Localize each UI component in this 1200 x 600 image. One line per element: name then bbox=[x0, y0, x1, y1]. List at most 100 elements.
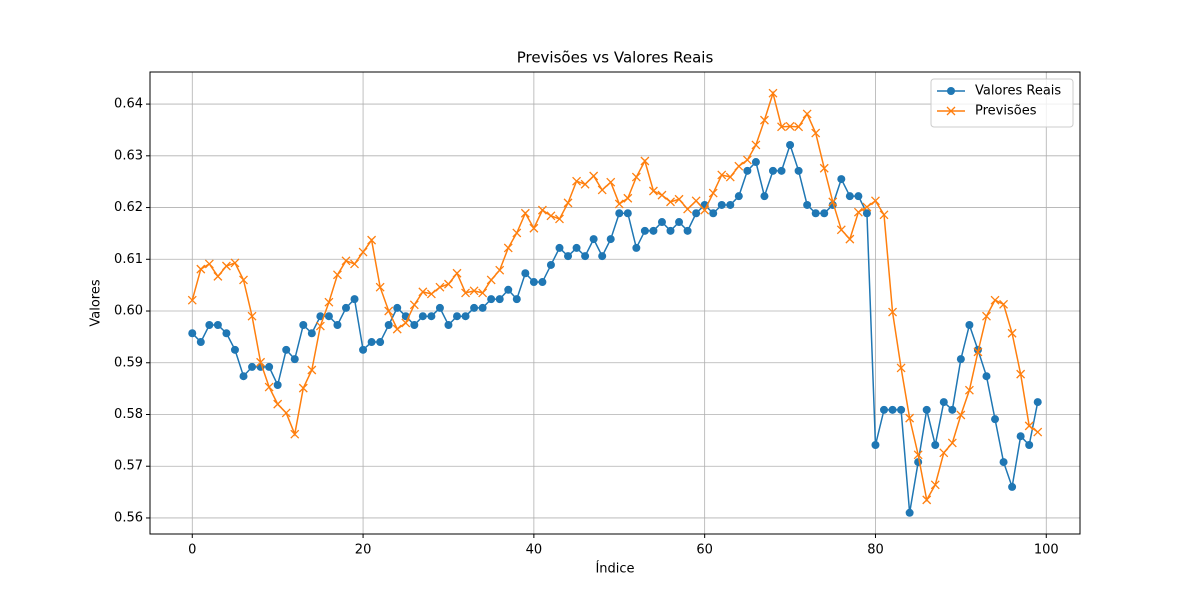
marker bbox=[1016, 432, 1025, 441]
marker bbox=[597, 185, 607, 195]
marker bbox=[939, 448, 949, 458]
marker bbox=[376, 338, 385, 347]
y-tick-label: 0.57 bbox=[114, 459, 143, 474]
marker bbox=[794, 122, 804, 132]
marker bbox=[392, 324, 402, 334]
marker bbox=[341, 256, 351, 266]
marker bbox=[777, 166, 786, 175]
legend-label: Valores Reais bbox=[975, 84, 1061, 99]
y-tick-label: 0.63 bbox=[114, 148, 143, 163]
plot-frame bbox=[149, 71, 1081, 535]
x-tick-label: 60 bbox=[696, 543, 713, 558]
marker bbox=[409, 300, 419, 310]
marker bbox=[683, 226, 692, 235]
marker bbox=[777, 122, 786, 132]
series-line bbox=[191, 142, 1039, 513]
marker bbox=[734, 192, 743, 201]
marker bbox=[888, 405, 897, 414]
marker bbox=[239, 275, 248, 285]
marker bbox=[905, 413, 915, 423]
marker bbox=[862, 202, 872, 212]
marker bbox=[862, 209, 871, 218]
marker bbox=[845, 234, 855, 244]
marker bbox=[965, 320, 974, 329]
marker bbox=[623, 193, 633, 203]
x-tick-label: 0 bbox=[188, 543, 196, 558]
marker bbox=[435, 303, 444, 312]
marker bbox=[520, 208, 530, 218]
marker bbox=[853, 207, 863, 217]
marker bbox=[290, 429, 300, 439]
marker bbox=[393, 303, 402, 312]
marker bbox=[631, 172, 641, 182]
marker bbox=[999, 299, 1009, 309]
marker bbox=[538, 278, 547, 287]
marker bbox=[273, 381, 282, 390]
marker bbox=[504, 285, 513, 294]
marker bbox=[256, 357, 266, 367]
marker bbox=[785, 121, 795, 131]
marker bbox=[222, 329, 231, 338]
marker bbox=[486, 275, 496, 285]
marker bbox=[324, 297, 334, 307]
y-tick-label: 0.61 bbox=[114, 252, 143, 267]
y-tick-label: 0.62 bbox=[114, 200, 143, 215]
marker bbox=[930, 480, 940, 490]
marker bbox=[426, 289, 436, 299]
marker bbox=[572, 176, 582, 186]
legend-label: Previsões bbox=[975, 104, 1037, 119]
marker bbox=[991, 415, 1000, 424]
marker bbox=[914, 458, 923, 467]
marker bbox=[537, 205, 547, 215]
marker bbox=[546, 260, 555, 269]
marker bbox=[999, 458, 1008, 467]
marker bbox=[1033, 427, 1043, 437]
marker bbox=[640, 156, 650, 166]
marker bbox=[802, 109, 812, 119]
marker bbox=[367, 338, 376, 347]
marker bbox=[931, 441, 940, 450]
marker bbox=[529, 223, 539, 233]
marker bbox=[948, 405, 957, 414]
marker bbox=[512, 228, 522, 238]
chart-title: Previsões vs Valores Reais bbox=[517, 49, 714, 67]
marker bbox=[743, 166, 752, 175]
marker bbox=[204, 259, 214, 269]
marker bbox=[614, 199, 624, 209]
legend-box bbox=[930, 78, 1074, 128]
marker bbox=[632, 243, 641, 252]
marker bbox=[350, 259, 359, 269]
marker bbox=[897, 405, 906, 414]
marker bbox=[768, 88, 778, 98]
marker bbox=[230, 258, 240, 268]
marker bbox=[982, 372, 991, 381]
marker bbox=[341, 303, 350, 312]
marker bbox=[290, 355, 299, 364]
marker bbox=[794, 166, 803, 175]
marker bbox=[418, 287, 428, 297]
marker bbox=[564, 252, 573, 261]
marker bbox=[973, 347, 983, 357]
y-tick-label: 0.60 bbox=[114, 304, 143, 319]
marker bbox=[375, 282, 385, 292]
marker bbox=[657, 190, 667, 200]
marker bbox=[315, 321, 325, 331]
marker bbox=[717, 170, 727, 180]
marker bbox=[324, 312, 333, 321]
marker bbox=[786, 140, 795, 149]
marker bbox=[427, 312, 436, 321]
marker bbox=[410, 320, 419, 329]
marker bbox=[572, 243, 581, 252]
marker bbox=[384, 306, 394, 316]
marker bbox=[401, 318, 411, 328]
marker bbox=[444, 320, 453, 329]
marker bbox=[1016, 369, 1026, 379]
marker bbox=[589, 235, 598, 244]
series bbox=[188, 140, 1042, 517]
marker bbox=[196, 264, 206, 274]
marker bbox=[453, 312, 462, 321]
marker bbox=[836, 225, 846, 235]
marker bbox=[990, 295, 1000, 305]
marker bbox=[649, 226, 658, 235]
marker bbox=[264, 382, 274, 392]
